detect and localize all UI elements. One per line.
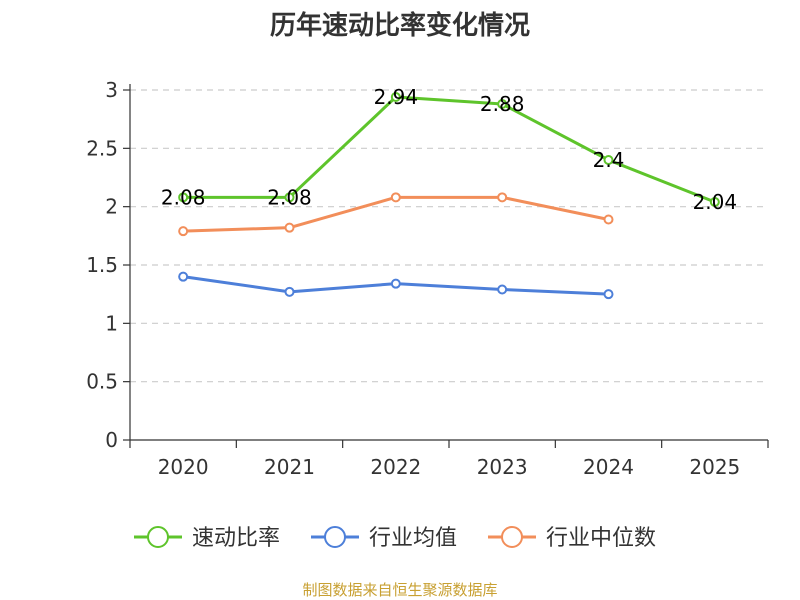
series-line-2 bbox=[183, 195, 609, 233]
data-labels: 2.08 2.08 2.94 2.88 2.4 2.04 bbox=[161, 85, 737, 214]
series-0-point-2023 bbox=[497, 99, 508, 109]
y-tick-label-5: 2.5 bbox=[86, 136, 118, 160]
series-2-point-2021 bbox=[284, 222, 295, 233]
series-group bbox=[178, 92, 720, 300]
legend-label-2: 行业中位数 bbox=[546, 526, 656, 551]
legend-marker-1 bbox=[324, 526, 346, 548]
chart-title: 历年速动比率变化情况 bbox=[270, 10, 530, 41]
series-2-point-2022 bbox=[390, 192, 401, 203]
series-1-point-2021 bbox=[284, 286, 295, 297]
series-2-point-2020 bbox=[178, 226, 189, 237]
legend-marker-0 bbox=[147, 526, 169, 548]
data-label-2020: 2.08 bbox=[161, 185, 206, 209]
x-tick-label-2022: 2022 bbox=[370, 455, 421, 479]
data-label-2025: 2.04 bbox=[693, 190, 738, 214]
x-tick-label-2024: 2024 bbox=[583, 455, 634, 479]
series-2-point-2023 bbox=[497, 192, 508, 203]
source-note: 制图数据来自恒生聚源数据库 bbox=[302, 581, 497, 599]
series-1-point-2023 bbox=[497, 284, 508, 295]
series-0-point-2021 bbox=[284, 192, 295, 203]
data-label-2021: 2.08 bbox=[267, 185, 312, 209]
data-label-2024: 2.4 bbox=[593, 148, 625, 172]
series-1-point-2020 bbox=[178, 271, 189, 282]
y-tick-label-0: 0 bbox=[105, 428, 118, 452]
x-tick-label-2025: 2025 bbox=[689, 455, 740, 479]
series-2-point-2024 bbox=[603, 214, 614, 225]
series-0-point-2024 bbox=[603, 155, 614, 165]
y-tick-label-4: 2 bbox=[105, 195, 118, 219]
legend-label-0: 速动比率 bbox=[192, 526, 280, 551]
legend: 速动比率 行业均值 行业中位数 bbox=[134, 526, 656, 551]
grid-lines bbox=[130, 89, 768, 383]
legend-marker-2 bbox=[501, 526, 523, 548]
x-tick-label-2023: 2023 bbox=[477, 455, 528, 479]
y-tick-label-2: 1 bbox=[105, 311, 118, 335]
y-tick-label-3: 1.5 bbox=[86, 253, 118, 277]
series-line-0 bbox=[183, 95, 716, 204]
series-0-point-2025 bbox=[709, 197, 720, 207]
series-1-point-2022 bbox=[390, 278, 401, 289]
data-label-2022: 2.94 bbox=[374, 85, 419, 109]
data-label-2023: 2.88 bbox=[480, 92, 525, 116]
x-tick-label-2020: 2020 bbox=[158, 455, 209, 479]
legend-label-1: 行业均值 bbox=[369, 526, 457, 551]
series-0-point-2020 bbox=[178, 192, 189, 203]
y-tick-label-1: 0.5 bbox=[86, 370, 118, 394]
series-0-point-2022 bbox=[390, 92, 401, 102]
y-tick-label-6: 3 bbox=[105, 78, 118, 102]
series-1-point-2024 bbox=[603, 289, 614, 300]
x-tick-label-2021: 2021 bbox=[264, 455, 315, 479]
axes: 0 0.5 1 1.5 2 2.5 3 2020 2021 2022 2023 2024 2025 bbox=[86, 78, 769, 479]
